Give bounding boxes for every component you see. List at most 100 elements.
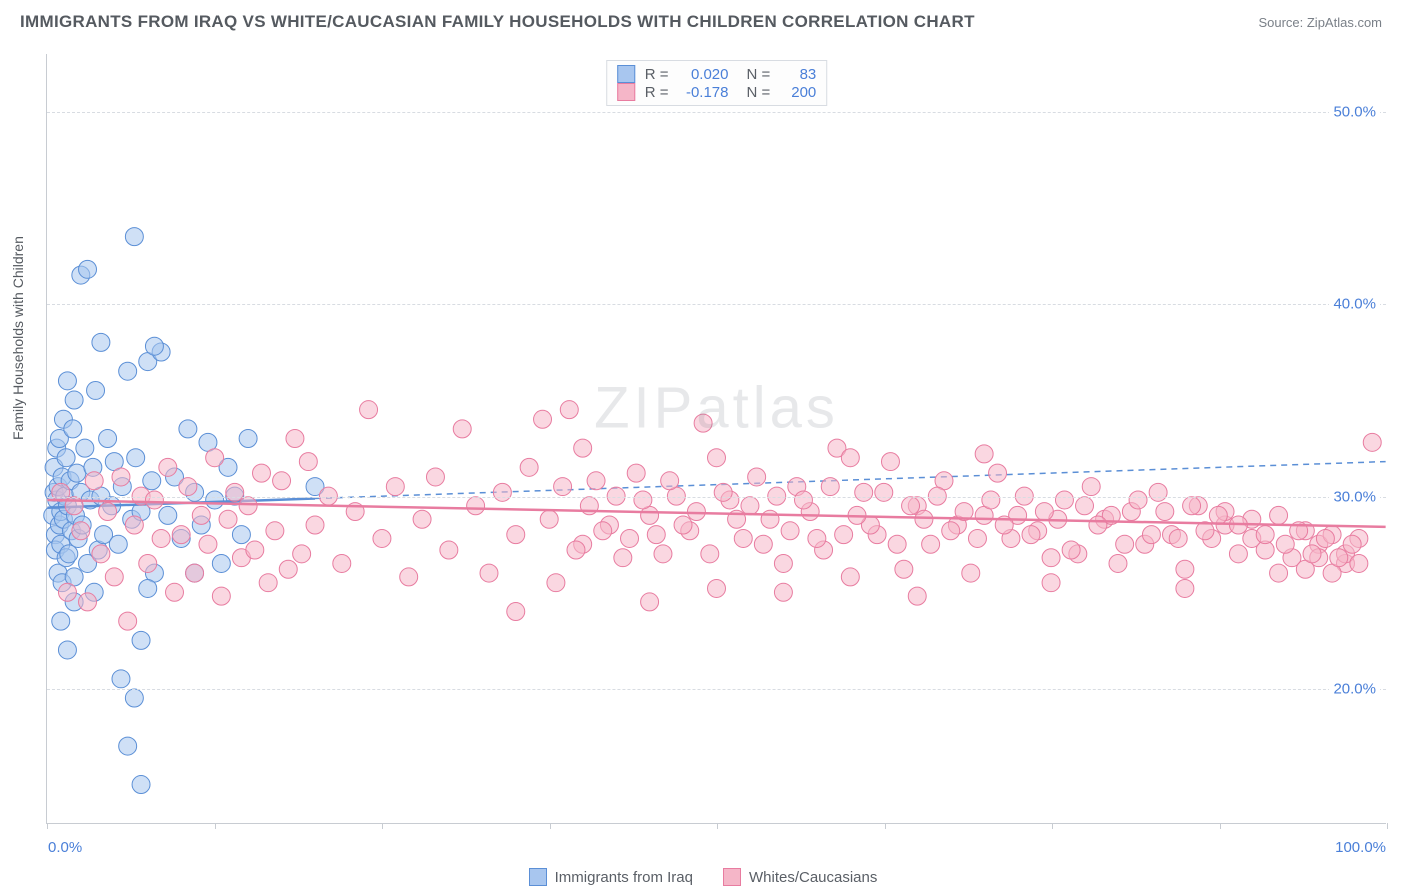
legend-swatch <box>723 868 741 886</box>
data-point <box>1316 529 1334 547</box>
data-point <box>1303 545 1321 563</box>
data-point <box>708 579 726 597</box>
data-point <box>1076 497 1094 515</box>
data-point <box>64 420 82 438</box>
data-point <box>1229 545 1247 563</box>
legend-n-value: 83 <box>780 66 816 83</box>
data-point <box>152 529 170 547</box>
data-point <box>1363 433 1381 451</box>
data-point <box>975 445 993 463</box>
data-point <box>57 449 75 467</box>
data-point <box>132 631 150 649</box>
data-point <box>989 464 1007 482</box>
x-tick <box>382 823 383 829</box>
gridline <box>47 689 1386 690</box>
data-point <box>253 464 271 482</box>
legend-r-label: R = <box>645 66 669 83</box>
data-point <box>1055 491 1073 509</box>
data-point <box>654 545 672 563</box>
data-point <box>534 410 552 428</box>
data-point <box>781 522 799 540</box>
data-point <box>286 430 304 448</box>
data-point <box>400 568 418 586</box>
data-point <box>125 516 143 534</box>
data-point <box>373 529 391 547</box>
data-point <box>105 568 123 586</box>
data-point <box>922 535 940 553</box>
data-point <box>1270 564 1288 582</box>
legend-n-label: N = <box>747 84 771 101</box>
data-point <box>76 439 94 457</box>
data-point <box>554 478 572 496</box>
data-point <box>226 483 244 501</box>
data-point <box>52 612 70 630</box>
data-point <box>1042 574 1060 592</box>
data-point <box>835 526 853 544</box>
data-point <box>239 430 257 448</box>
legend-swatch <box>617 83 635 101</box>
data-point <box>1109 554 1127 572</box>
data-point <box>915 510 933 528</box>
data-point <box>1183 497 1201 515</box>
data-point <box>246 541 264 559</box>
data-point <box>908 587 926 605</box>
y-tick-label: 30.0% <box>1329 488 1380 505</box>
data-point <box>119 737 137 755</box>
data-point <box>58 641 76 659</box>
data-point <box>85 472 103 490</box>
data-point <box>306 516 324 534</box>
data-point <box>1176 560 1194 578</box>
data-point <box>627 464 645 482</box>
data-point <box>179 420 197 438</box>
data-point <box>159 506 177 524</box>
data-point <box>1176 579 1194 597</box>
data-point <box>279 560 297 578</box>
data-point <box>143 472 161 490</box>
data-point <box>426 468 444 486</box>
data-point <box>547 574 565 592</box>
data-point <box>968 529 986 547</box>
data-point <box>212 554 230 572</box>
legend-row: R = -0.178 N = 200 <box>617 83 817 101</box>
data-point <box>647 526 665 544</box>
gridline <box>47 112 1386 113</box>
x-tick <box>1387 823 1388 829</box>
data-point <box>360 401 378 419</box>
data-point <box>661 472 679 490</box>
data-point <box>634 491 652 509</box>
data-point <box>273 472 291 490</box>
data-point <box>761 510 779 528</box>
data-point <box>701 545 719 563</box>
data-point <box>206 449 224 467</box>
x-axis-min-label: 0.0% <box>48 839 82 856</box>
data-point <box>1149 483 1167 501</box>
data-point <box>962 564 980 582</box>
data-point <box>540 510 558 528</box>
data-point <box>1082 478 1100 496</box>
data-point <box>1035 503 1053 521</box>
data-point <box>1042 549 1060 567</box>
data-point <box>794 491 812 509</box>
data-point <box>299 453 317 471</box>
data-point <box>1209 506 1227 524</box>
data-point <box>875 483 893 501</box>
data-point <box>841 568 859 586</box>
y-tick-label: 50.0% <box>1329 103 1380 120</box>
x-tick <box>215 823 216 829</box>
data-point <box>239 497 257 515</box>
data-point <box>507 526 525 544</box>
data-point <box>68 464 86 482</box>
y-axis-title: Family Households with Children <box>10 236 26 440</box>
data-point <box>1350 554 1368 572</box>
data-point <box>1089 516 1107 534</box>
data-point <box>467 497 485 515</box>
data-point <box>674 516 692 534</box>
data-point <box>145 491 163 509</box>
data-point <box>641 593 659 611</box>
data-point <box>206 491 224 509</box>
data-point <box>1156 503 1174 521</box>
data-point <box>594 522 612 540</box>
data-point <box>79 260 97 278</box>
data-point <box>166 583 184 601</box>
gridline <box>47 304 1386 305</box>
